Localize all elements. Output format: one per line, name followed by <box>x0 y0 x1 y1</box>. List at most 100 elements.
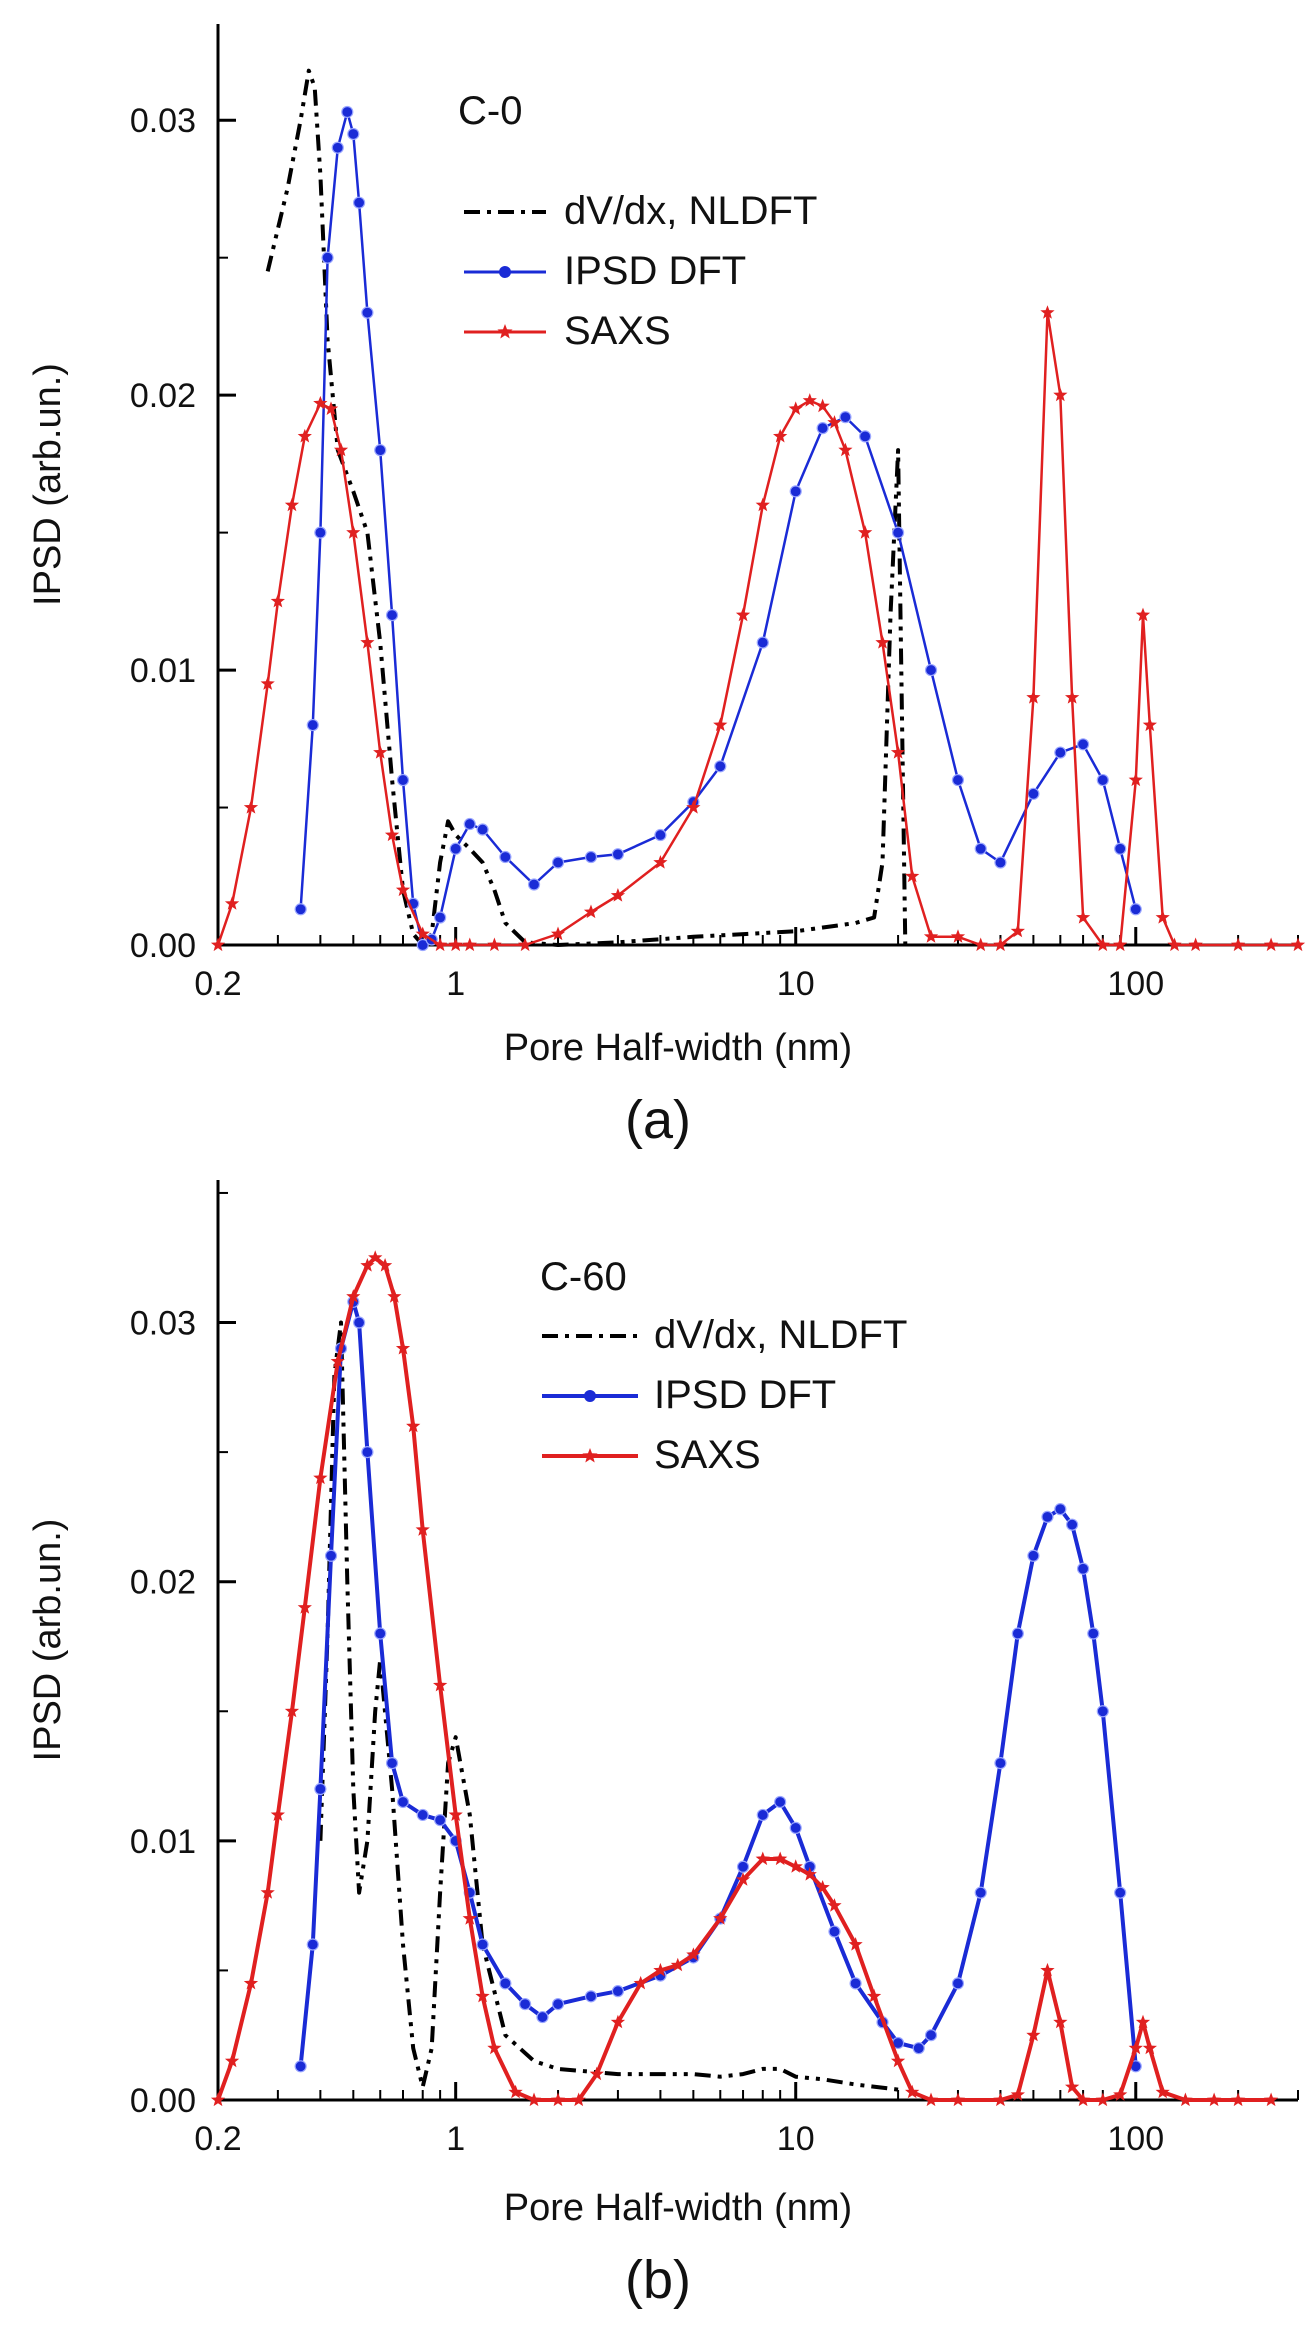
panel-b-x-tick-label: 100 <box>1107 2120 1164 2158</box>
panel-b-ipsd-point <box>1066 1518 1079 1531</box>
panel-a-ipsd-point <box>341 105 354 119</box>
panel-b-ipsd-point <box>396 1795 410 1809</box>
panel-a-saxs-point <box>313 395 328 410</box>
panel-b-ipsd-point <box>736 1860 750 1873</box>
panel-a-saxs-point <box>1010 923 1025 938</box>
panel-b-ipsd-point <box>306 1938 319 1951</box>
panel-a-saxs-point <box>1128 772 1143 787</box>
panel-a-saxs-point <box>1142 717 1157 732</box>
panel-b-saxs-point <box>827 1898 842 1912</box>
panel-a-y-axis-title: IPSD (arb.un.) <box>27 363 69 606</box>
panel-b-ipsd-point <box>314 1782 327 1796</box>
panel-b-y-tick-label: 0.00 <box>130 2082 196 2120</box>
panel-b-ipsd-point <box>551 1998 565 2011</box>
panel-b-ipsd-point <box>374 1627 387 1640</box>
panel-b-ipsd-point <box>294 2060 307 2073</box>
panel-a-saxs-point <box>755 497 770 512</box>
panel-a-saxs-point <box>346 525 361 539</box>
panel-a-ipsd-point <box>347 127 360 141</box>
panel-a-ipsd-point <box>314 526 327 539</box>
panel-a-ipsd-point <box>974 842 987 855</box>
panel-a-ipsd-point <box>353 196 366 209</box>
panel-b-saxs-point <box>462 1911 477 1925</box>
panel-a-saxs-point <box>270 593 285 608</box>
panel-a-saxs-point <box>260 676 275 690</box>
panel-a-saxs-point <box>487 937 502 952</box>
panel-b-x-tick-label: 0.2 <box>194 2120 241 2158</box>
panel-a-ipsd-point <box>1076 738 1090 751</box>
panel-a-ipsd-point <box>463 817 476 831</box>
panel-b-saxs-point <box>993 2092 1008 2107</box>
panel-b-legend-entry-nldft: dV/dx, NLDFT <box>654 1313 907 1357</box>
panel-b-saxs-point <box>1040 1962 1055 1977</box>
panel-b-series-line <box>318 1320 899 2092</box>
panel-a-ipsd-point <box>789 485 802 498</box>
panel-b-saxs-point <box>848 1937 863 1951</box>
panel-a-ipsd-point <box>1027 787 1040 800</box>
panel-a-ipsd-point <box>1054 746 1067 759</box>
panel-a-ipsd-point <box>294 903 307 916</box>
panel-a-saxs-point <box>875 635 890 649</box>
panel-a-ipsd-point <box>385 608 399 622</box>
panel-b-ipsd-point <box>974 1886 987 1899</box>
panel-b-saxs-point <box>1155 2084 1170 2099</box>
panel-a-y-tick-label: 0.01 <box>130 652 196 690</box>
panel-a-ipsd-point <box>891 526 905 539</box>
panel-a-saxs-point <box>1188 937 1203 952</box>
panel-a-ipsd-point <box>994 856 1007 869</box>
panel-a-y-tick-label: 0.03 <box>130 102 196 140</box>
panel-b-saxs-point <box>1076 2092 1091 2107</box>
panel-a-saxs-point <box>433 937 448 952</box>
panel-a-legend-entry-saxs: SAXS <box>564 309 671 353</box>
panel-a-saxs-point <box>373 745 388 759</box>
panel-a-saxs-point <box>713 717 728 732</box>
panel-b-y-axis-title: IPSD (arb.un.) <box>27 1519 69 1762</box>
panel-b-legend-swatch-saxs <box>542 1448 638 1463</box>
panel-a-saxs-point <box>890 745 906 759</box>
panel-b-saxs-point <box>589 2066 604 2081</box>
panel-b-saxs-point <box>1010 2087 1025 2101</box>
panel-a-legend-entry-nldft: dV/dx, NLDFT <box>564 189 817 233</box>
panel-b-saxs-point <box>387 1289 402 1303</box>
panel-a-ipsd-point <box>321 251 334 264</box>
panel-a-y-tick-label: 0.00 <box>130 927 196 965</box>
panel-b-legend-marker <box>584 1390 596 1402</box>
panel-b-saxs-point <box>571 2092 586 2107</box>
panel-b-saxs-point <box>923 2092 939 2107</box>
panel-a-saxs-point <box>858 525 873 539</box>
panel-b-ipsd-point <box>353 1316 366 1329</box>
panel-a-saxs-point <box>1076 910 1091 924</box>
panel-b-ipsd-point <box>518 1998 532 2011</box>
panel-a-ipsd-point <box>714 760 727 773</box>
panel-a-ipsd-point <box>396 773 410 787</box>
panel-b-ipsd-point <box>1027 1549 1040 1562</box>
panel-b-saxs-point <box>890 2053 906 2068</box>
panel-a-ipsd-point <box>527 878 541 891</box>
panel-b-ipsd-point <box>756 1808 769 1822</box>
panel-b-saxs-point <box>1142 2040 1157 2055</box>
chart-panel-b: C-60 Pore Half-width (nm) IPSD (arb.un.)… <box>27 1180 1299 2310</box>
panel-b-saxs-point <box>297 1600 312 1614</box>
panel-a-saxs-point <box>448 937 463 952</box>
panel-a-x-tick-label: 1 <box>446 965 465 1003</box>
panel-b-saxs-point <box>550 2092 566 2107</box>
panel-b-x-tick-label: 1 <box>446 2120 465 2158</box>
panel-a-saxs-point <box>905 868 920 883</box>
panel-b-saxs-point <box>1135 2014 1151 2029</box>
panel-a-ipsd-point <box>1096 773 1109 787</box>
panel-a-saxs-point <box>1040 305 1055 319</box>
panel-b-saxs-point <box>415 1522 430 1536</box>
panel-b-saxs-point <box>610 2014 626 2029</box>
panel-a-ipsd-point <box>449 842 462 855</box>
panel-b-saxs-point <box>905 2084 920 2099</box>
panel-a-series-saxs <box>210 305 1306 952</box>
panel-a-saxs-point <box>243 800 259 814</box>
panel-b-ipsd-point <box>361 1446 374 1459</box>
panel-b-saxs-point <box>1207 2092 1222 2107</box>
panel-b-saxs-point <box>313 1470 328 1485</box>
panel-a-ipsd-point <box>1114 842 1127 855</box>
panel-a-saxs-point <box>686 800 701 814</box>
panel-b-saxs-point <box>802 1867 817 1881</box>
panel-b-ipsd-point <box>1011 1627 1024 1640</box>
panel-b-ipsd-point <box>924 2029 938 2042</box>
